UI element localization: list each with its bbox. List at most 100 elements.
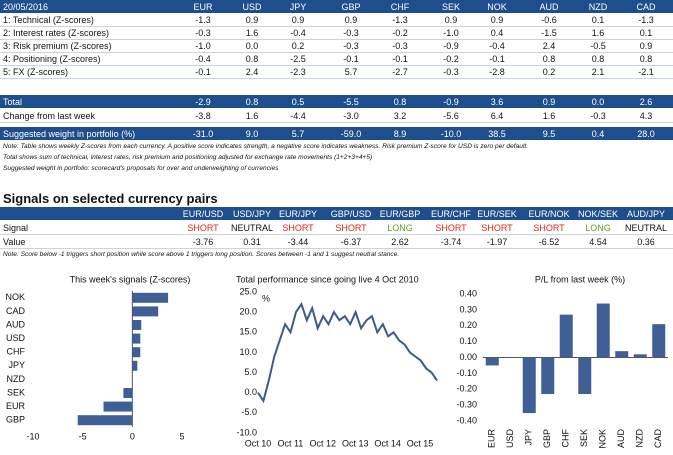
cell: SHORT <box>481 223 513 233</box>
category-label: GBP <box>542 429 552 448</box>
cell: -2.8 <box>489 67 505 77</box>
cell: 0.36 <box>637 237 655 247</box>
cell: -0.3 <box>195 28 211 38</box>
row-label: Total <box>3 97 23 107</box>
x-tick-label: Oct 15 <box>407 438 434 448</box>
cell: -0.3 <box>343 41 359 51</box>
cell: -0.4 <box>290 28 306 38</box>
cell: -4.4 <box>290 111 306 121</box>
y-tick-label: 10.0 <box>239 347 257 357</box>
y-tick-label: -0.40 <box>456 415 477 425</box>
category-label: CHF <box>561 429 571 448</box>
y-tick-label: -0.20 <box>456 384 477 394</box>
category-label: USD <box>6 333 26 343</box>
bar <box>485 357 499 366</box>
cell: -10.0 <box>440 129 462 139</box>
category-label: SEK <box>579 429 589 447</box>
bar <box>132 306 159 317</box>
cell: -2.1 <box>638 67 654 77</box>
cell: AUD <box>539 2 559 12</box>
cell: -0.1 <box>392 54 408 64</box>
cell: -1.0 <box>443 28 459 38</box>
cell: 0.8 <box>591 54 605 64</box>
bar <box>522 357 536 414</box>
cell: SHORT <box>335 223 367 233</box>
cell: -0.3 <box>590 111 606 121</box>
y-tick-label: -0.30 <box>456 400 477 410</box>
x-tick-label: 5 <box>179 431 184 441</box>
cell: 9.0 <box>245 129 259 139</box>
row-separator <box>0 65 673 66</box>
cell: -0.9 <box>443 97 459 107</box>
cell: 0.4 <box>591 129 605 139</box>
y-tick-label: 25.0 <box>239 286 257 296</box>
cell: -0.2 <box>392 28 408 38</box>
cell: -31.0 <box>192 129 214 139</box>
y-tick-label: -5.0 <box>241 407 257 417</box>
cell: NOK <box>487 2 507 12</box>
cell: CHF <box>390 2 410 12</box>
note: Total shows sum of technical, interest r… <box>3 154 373 161</box>
cell: JPY <box>289 2 307 12</box>
bar <box>559 314 573 358</box>
y-tick-label: 0.40 <box>459 288 477 298</box>
category-label: SEK <box>7 387 25 397</box>
cell: 0.9 <box>291 15 305 25</box>
cell: LONG <box>387 223 413 233</box>
cell: 0.8 <box>639 54 653 64</box>
cell: 2.62 <box>391 237 409 247</box>
row-separator <box>0 78 673 79</box>
cell: -0.4 <box>195 54 211 64</box>
cell: 2.6 <box>639 97 653 107</box>
cell: GBP/USD <box>330 209 372 219</box>
cell: AUD/JPY <box>626 209 665 219</box>
cell: -3.74 <box>440 237 462 247</box>
bar <box>132 320 142 330</box>
y-tick-label: 5.0 <box>244 367 257 377</box>
row-label: 4: Positioning (Z-scores) <box>3 54 101 64</box>
cell: 2.1 <box>591 67 605 77</box>
cell: 3.6 <box>490 97 504 107</box>
x-tick-label: Oct 11 <box>277 438 303 448</box>
y-tick-label: 0.0 <box>244 387 257 397</box>
row-label: 3: Risk premium (Z-scores) <box>3 41 112 51</box>
cell: LONG <box>585 223 611 233</box>
x-tick-label: 0 <box>130 431 135 441</box>
cell: 8.9 <box>393 129 407 139</box>
bar <box>652 324 666 358</box>
cell: 0.1 <box>639 28 653 38</box>
cell: -0.2 <box>443 54 459 64</box>
cell: -2.3 <box>290 67 306 77</box>
cell: 5.7 <box>344 67 358 77</box>
y-tick-label: -0.10 <box>456 368 477 378</box>
chart-title: This week's signals (Z-scores) <box>70 274 191 284</box>
category-label: JPY <box>524 429 534 446</box>
cell: SHORT <box>187 223 219 233</box>
cell: 0.1 <box>591 15 605 25</box>
bar <box>633 354 647 358</box>
y-tick-label: 20.0 <box>239 307 257 317</box>
y-tick-label: -10.0 <box>236 427 257 437</box>
cell: 28.0 <box>637 129 655 139</box>
x-tick-label: Oct 12 <box>310 438 337 448</box>
cell: -1.97 <box>486 237 508 247</box>
y-tick-label: 0.10 <box>459 336 477 346</box>
note: Suggested weight in portfolio: scorecard… <box>3 165 279 172</box>
cell: -5.6 <box>443 111 459 121</box>
cell: 4.3 <box>639 111 653 121</box>
bar <box>132 333 141 344</box>
row-separator <box>0 234 673 235</box>
category-label: CAD <box>6 306 26 316</box>
category-label: NOK <box>598 429 608 449</box>
category-label: USD <box>505 429 515 449</box>
cell: EUR/USD <box>182 209 224 219</box>
cell: EUR/CHF <box>431 209 471 219</box>
chart-title: Total performance since going live 4 Oct… <box>236 274 419 284</box>
row-label: 5: FX (Z-scores) <box>3 67 69 77</box>
category-label: EUR <box>487 429 497 449</box>
row-separator <box>0 39 673 40</box>
cell: EUR/SEK <box>477 209 517 219</box>
cell: -0.4 <box>489 41 505 51</box>
x-tick-label: -5 <box>79 431 87 441</box>
row-separator <box>0 122 673 123</box>
